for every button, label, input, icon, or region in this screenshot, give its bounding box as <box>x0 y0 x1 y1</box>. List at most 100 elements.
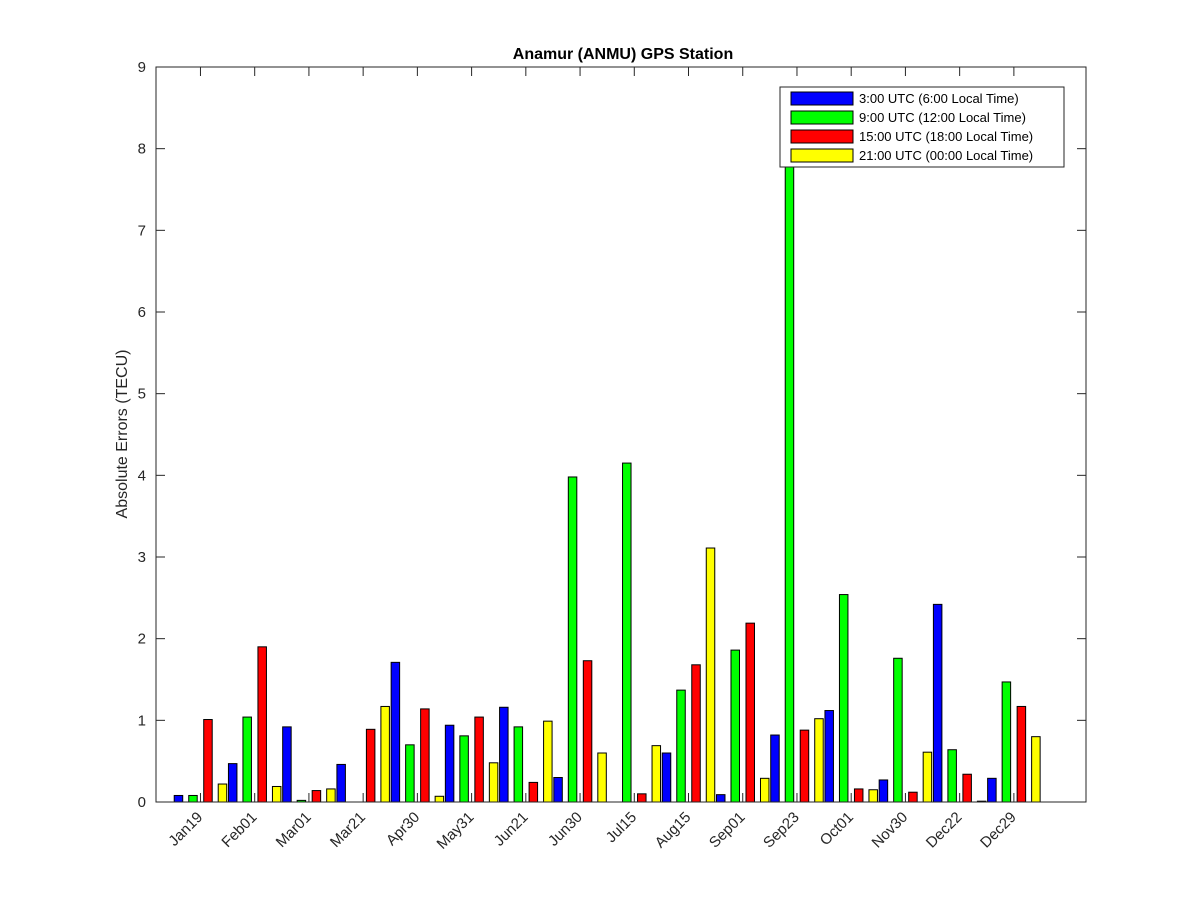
bar-sep23-series-3 <box>799 729 810 803</box>
bar-nov30-series-1 <box>878 779 889 803</box>
x-tick-label: Mar01 <box>273 809 315 851</box>
bar-sep01-series-4 <box>759 777 770 803</box>
bar-jan19-series-3 <box>203 719 213 803</box>
bar-may31-series-4 <box>488 762 499 803</box>
bars-group <box>173 156 1041 803</box>
bar-sep23-series-4 <box>814 718 824 803</box>
bar-apr30-series-4 <box>434 795 445 803</box>
bar-jul15-series-4 <box>651 745 662 803</box>
x-tick-label: Nov30 <box>869 809 912 852</box>
y-tick-label: 3 <box>138 549 146 566</box>
x-tick-label: Jun30 <box>545 809 586 850</box>
bar-dec29-series-1 <box>987 777 997 803</box>
bar-aug15-series-1 <box>661 752 672 803</box>
x-tick-label: Sep23 <box>760 809 803 852</box>
bar-jun30-series-3 <box>582 660 593 803</box>
bar-jan19-series-2 <box>188 794 198 803</box>
y-tick-label: 1 <box>138 712 146 729</box>
bar-feb01-series-3 <box>257 646 267 803</box>
bar-aug15-series-4 <box>705 547 716 803</box>
y-tick-label: 9 <box>138 59 146 76</box>
bar-mar01-series-3 <box>311 790 322 803</box>
legend: 3:00 UTC (6:00 Local Time) 9:00 UTC (12:0… <box>779 86 1065 168</box>
bar-sep01-series-1 <box>715 794 726 803</box>
bar-aug15-series-2 <box>676 689 686 803</box>
bar-mar21-series-1 <box>336 763 346 803</box>
bar-apr30-series-3 <box>420 708 430 803</box>
bar-nov30-series-3 <box>908 791 918 803</box>
bar-oct01-series-3 <box>853 788 864 803</box>
bar-apr30-series-1 <box>390 661 401 803</box>
bar-nov30-series-4 <box>922 751 933 803</box>
bar-feb01-series-4 <box>271 785 282 803</box>
bar-dec29-series-4 <box>1031 736 1041 803</box>
x-tick-label: Dec29 <box>977 809 1020 852</box>
x-tick-label: Feb01 <box>218 809 260 851</box>
bar-mar01-series-4 <box>326 788 336 803</box>
bar-feb01-series-2 <box>242 716 252 803</box>
x-tick-label: Oct01 <box>817 809 857 849</box>
bar-sep01-series-3 <box>745 622 755 803</box>
bar-mar01-series-1 <box>282 726 292 803</box>
x-tick-label: Dec22 <box>923 809 966 852</box>
bar-oct01-series-4 <box>868 789 878 803</box>
x-tick-label: Jun21 <box>491 809 532 850</box>
bar-jun21-series-4 <box>543 720 553 803</box>
bar-dec22-series-3 <box>962 773 972 803</box>
bar-may31-series-1 <box>444 724 455 803</box>
bar-dec29-series-3 <box>1016 705 1027 803</box>
bar-jun30-series-2 <box>567 476 578 803</box>
x-tick-label: Sep01 <box>706 809 749 852</box>
bar-may31-series-3 <box>474 716 484 803</box>
bar-jun21-series-3 <box>528 781 539 803</box>
bar-oct01-series-2 <box>838 594 849 803</box>
bar-jun30-series-4 <box>597 752 607 803</box>
y-tick-label: 5 <box>138 386 146 403</box>
y-tick-label: 8 <box>138 141 146 158</box>
y-tick-label: 7 <box>138 222 146 239</box>
bar-nov30-series-2 <box>893 657 903 803</box>
bar-mar21-series-3 <box>365 728 376 803</box>
legend-label-1: 3:00 UTC (6:00 Local Time) <box>859 91 1019 106</box>
bar-mar21-series-4 <box>380 705 390 803</box>
x-tick-label: May31 <box>434 809 478 853</box>
bar-dec22-series-1 <box>932 603 943 803</box>
y-tick-label: 4 <box>138 467 146 484</box>
bar-jun30-series-1 <box>553 777 563 803</box>
legend-label-3: 15:00 UTC (18:00 Local Time) <box>859 129 1033 144</box>
bar-sep23-series-1 <box>770 734 780 803</box>
bar-apr30-series-2 <box>405 744 415 803</box>
legend-swatch-1 <box>790 91 854 106</box>
legend-swatch-2 <box>790 110 854 125</box>
legend-label-4: 21:00 UTC (00:00 Local Time) <box>859 148 1033 163</box>
x-tick-label: Aug15 <box>652 809 695 852</box>
plot-frame <box>155 66 1087 803</box>
bar-jul15-series-3 <box>637 793 647 803</box>
bar-jan19-series-4 <box>217 783 228 803</box>
bar-oct01-series-1 <box>824 710 834 803</box>
x-tick-label: Jul15 <box>603 809 640 846</box>
axes-group: Jan19 Feb01 Mar01 Mar21 Apr30 May31 Jun21 Jun30… <box>138 59 1087 853</box>
y-axis-label: Absolute Errors (TECU) <box>114 350 131 519</box>
x-tick-label: Jan19 <box>165 809 206 850</box>
bar-jul15-series-2 <box>622 462 632 803</box>
bar-dec29-series-2 <box>1001 681 1012 803</box>
legend-label-2: 9:00 UTC (12:00 Local Time) <box>859 110 1026 125</box>
bar-feb01-series-1 <box>227 763 238 803</box>
bar-sep23-series-2 <box>784 156 795 803</box>
x-tick-label: Mar21 <box>327 809 369 851</box>
bar-aug15-series-3 <box>691 664 701 803</box>
y-tick-label: 6 <box>138 304 146 321</box>
chart-title: Anamur (ANMU) GPS Station <box>513 46 733 63</box>
bar-jun21-series-2 <box>513 726 524 803</box>
x-tick-label: Apr30 <box>383 809 423 849</box>
bar-dec22-series-2 <box>947 749 957 803</box>
legend-swatch-4 <box>790 148 854 163</box>
legend-swatch-3 <box>790 129 854 144</box>
y-tick-label: 2 <box>138 631 146 648</box>
bar-sep01-series-2 <box>730 649 740 803</box>
bar-jun21-series-1 <box>499 706 509 803</box>
bar-jan19-series-1 <box>173 794 184 803</box>
bar-may31-series-2 <box>459 735 469 803</box>
